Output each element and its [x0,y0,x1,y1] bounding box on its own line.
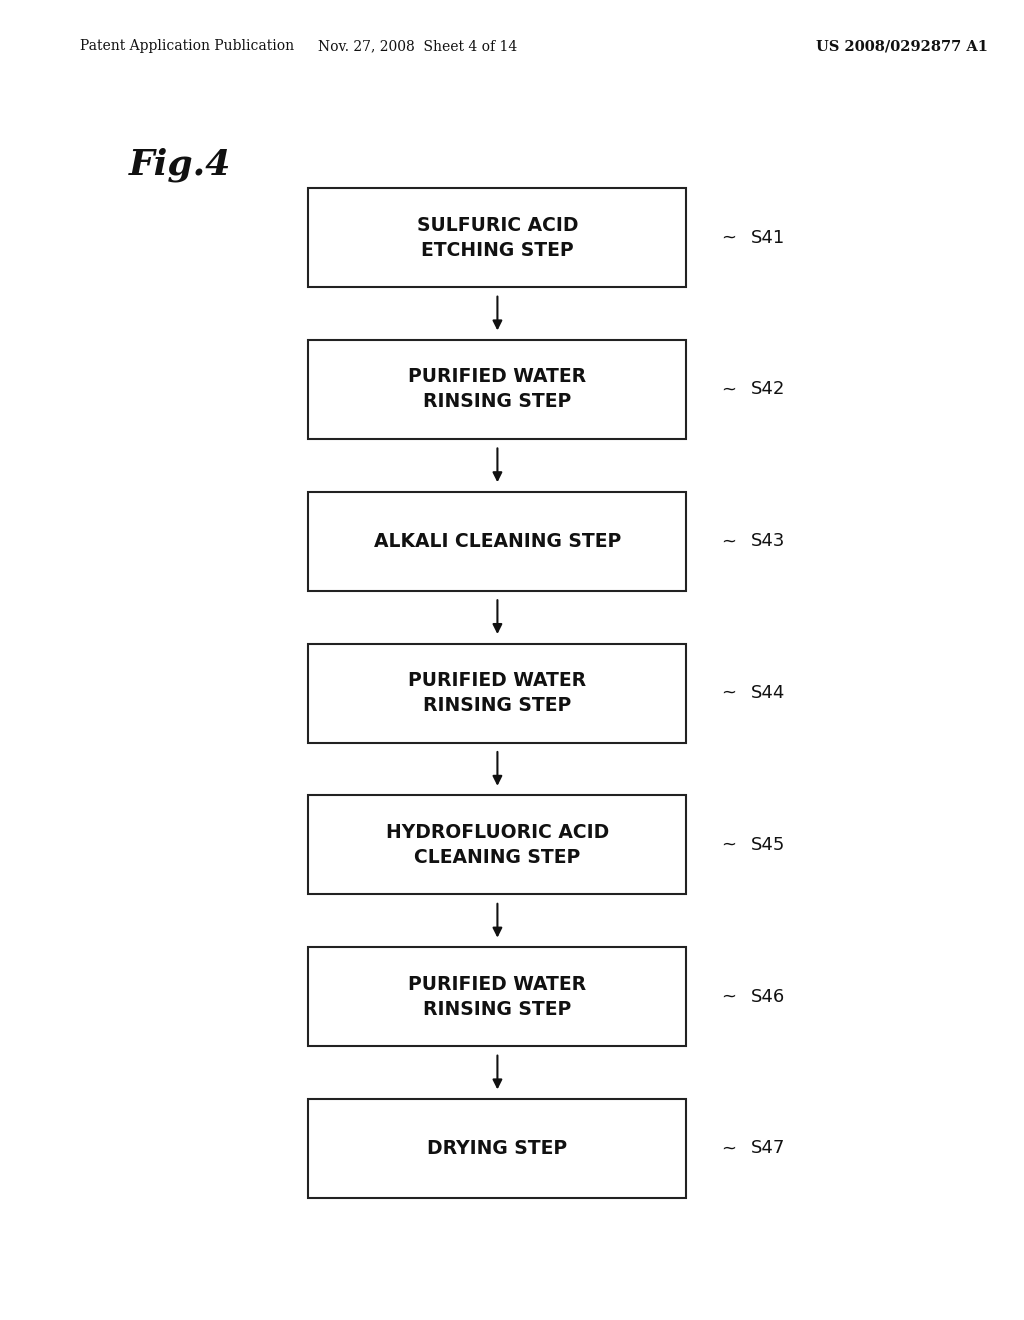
FancyBboxPatch shape [308,795,686,895]
FancyBboxPatch shape [308,948,686,1047]
FancyBboxPatch shape [308,492,686,591]
Text: S44: S44 [752,684,785,702]
Text: ~: ~ [721,987,736,1006]
Text: ~: ~ [721,532,736,550]
Text: S42: S42 [752,380,785,399]
Text: PURIFIED WATER
RINSING STEP: PURIFIED WATER RINSING STEP [409,974,587,1019]
Text: S41: S41 [752,228,785,247]
FancyBboxPatch shape [308,1100,686,1199]
Text: S47: S47 [752,1139,785,1158]
Text: S43: S43 [752,532,785,550]
Text: PURIFIED WATER
RINSING STEP: PURIFIED WATER RINSING STEP [409,367,587,412]
Text: S45: S45 [752,836,785,854]
Text: S46: S46 [752,987,785,1006]
Text: PURIFIED WATER
RINSING STEP: PURIFIED WATER RINSING STEP [409,671,587,715]
Text: Fig.4: Fig.4 [129,148,231,182]
FancyBboxPatch shape [308,189,686,288]
FancyBboxPatch shape [308,644,686,743]
FancyBboxPatch shape [308,341,686,438]
Text: Nov. 27, 2008  Sheet 4 of 14: Nov. 27, 2008 Sheet 4 of 14 [318,40,517,53]
Text: HYDROFLUORIC ACID
CLEANING STEP: HYDROFLUORIC ACID CLEANING STEP [386,822,609,867]
Text: ~: ~ [721,228,736,247]
Text: US 2008/0292877 A1: US 2008/0292877 A1 [816,40,988,53]
Text: ~: ~ [721,684,736,702]
Text: SULFURIC ACID
ETCHING STEP: SULFURIC ACID ETCHING STEP [417,215,579,260]
Text: ~: ~ [721,380,736,399]
Text: ~: ~ [721,836,736,854]
Text: DRYING STEP: DRYING STEP [427,1139,567,1158]
Text: Patent Application Publication: Patent Application Publication [80,40,294,53]
Text: ~: ~ [721,1139,736,1158]
Text: ALKALI CLEANING STEP: ALKALI CLEANING STEP [374,532,621,550]
